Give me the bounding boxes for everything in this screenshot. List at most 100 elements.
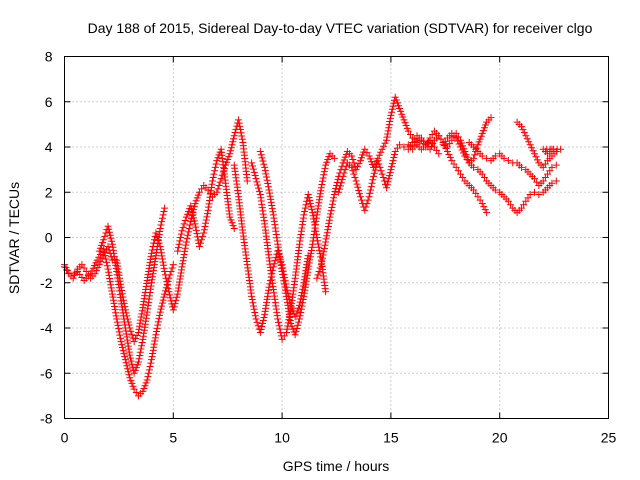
data-point <box>226 150 234 158</box>
data-point <box>384 127 392 135</box>
data-point <box>338 176 346 184</box>
data-point <box>175 240 183 248</box>
data-point <box>253 178 261 186</box>
y-tick-labels: -8 -6 -4 -2 0 2 4 6 8 <box>40 49 53 427</box>
data-point <box>176 237 184 245</box>
data-point <box>213 188 221 196</box>
data-point <box>529 147 537 155</box>
data-point <box>158 218 166 226</box>
data-point <box>123 312 131 320</box>
data-point <box>383 181 391 189</box>
data-point <box>123 362 131 370</box>
data-point <box>120 350 128 358</box>
data-point <box>525 138 533 146</box>
data-point <box>198 236 206 244</box>
data-point <box>160 207 168 215</box>
data-point <box>265 283 273 291</box>
data-point <box>317 184 325 192</box>
data-point <box>314 271 322 279</box>
data-point <box>112 309 120 317</box>
data-point <box>124 315 132 323</box>
data-point <box>69 274 77 282</box>
data-point <box>156 311 164 319</box>
data-point <box>257 326 265 334</box>
data-point <box>548 145 556 153</box>
data-point <box>249 165 257 173</box>
data-point <box>261 163 269 171</box>
data-point <box>248 296 256 304</box>
data-point <box>149 349 157 357</box>
data-point <box>138 310 146 318</box>
data-point <box>279 274 287 282</box>
data-point <box>385 121 393 129</box>
data-point <box>321 241 329 249</box>
data-point <box>452 134 460 142</box>
data-point <box>106 278 114 286</box>
data-point <box>483 154 491 162</box>
data-point <box>125 321 133 329</box>
data-point <box>266 189 274 197</box>
data-point <box>308 243 316 251</box>
data-point <box>153 324 161 332</box>
y-tick-label-0: 0 <box>45 230 53 246</box>
data-point <box>306 256 314 264</box>
data-point <box>323 229 331 237</box>
data-point <box>137 345 145 353</box>
data-point <box>391 151 399 159</box>
data-point <box>134 358 142 366</box>
data-point <box>202 219 210 227</box>
data-point <box>324 226 332 234</box>
data-point <box>523 135 531 143</box>
data-point <box>157 221 165 229</box>
data-point <box>202 216 210 224</box>
data-point <box>101 249 109 257</box>
data-point <box>354 183 362 191</box>
data-point <box>369 176 377 184</box>
data-point <box>353 180 361 188</box>
data-point <box>120 299 128 307</box>
x-tick-labels: 0 5 10 15 20 25 <box>61 430 617 446</box>
x-tick-label-5: 5 <box>169 430 177 446</box>
data-point <box>528 144 536 152</box>
data-point <box>352 177 360 185</box>
data-point <box>212 160 220 168</box>
data-point <box>105 246 113 254</box>
data-point <box>130 338 138 346</box>
data-point <box>201 223 209 231</box>
data-point <box>177 234 185 241</box>
data-point <box>259 319 267 327</box>
data-point <box>180 254 188 262</box>
data-point <box>144 373 152 381</box>
data-point <box>257 151 265 159</box>
data-point <box>301 204 309 212</box>
data-point <box>160 261 168 269</box>
x-tick-label-10: 10 <box>274 430 290 446</box>
data-point <box>356 193 364 201</box>
data-point <box>173 293 181 301</box>
data-point <box>155 315 163 323</box>
data-point <box>105 225 113 233</box>
data-point <box>183 235 191 243</box>
data-point <box>125 371 133 379</box>
data-point <box>179 257 187 265</box>
data-point <box>136 322 144 330</box>
data-point <box>325 216 333 224</box>
data-point <box>367 186 375 194</box>
data-point <box>253 318 261 326</box>
data-point <box>317 261 325 269</box>
data-point <box>118 290 126 298</box>
data-point <box>154 318 162 326</box>
grid <box>64 56 609 419</box>
data-point <box>100 252 108 260</box>
data-point <box>127 354 135 362</box>
data-point <box>179 260 187 268</box>
y-axis-label: SDTVAR / TECUs <box>6 182 22 294</box>
data-point <box>274 315 282 323</box>
data-point <box>107 253 115 261</box>
data-point <box>320 171 328 179</box>
data-point <box>119 293 127 301</box>
data-point <box>193 230 201 238</box>
data-point <box>149 243 157 251</box>
data-point <box>363 200 371 208</box>
data-point <box>236 122 244 130</box>
